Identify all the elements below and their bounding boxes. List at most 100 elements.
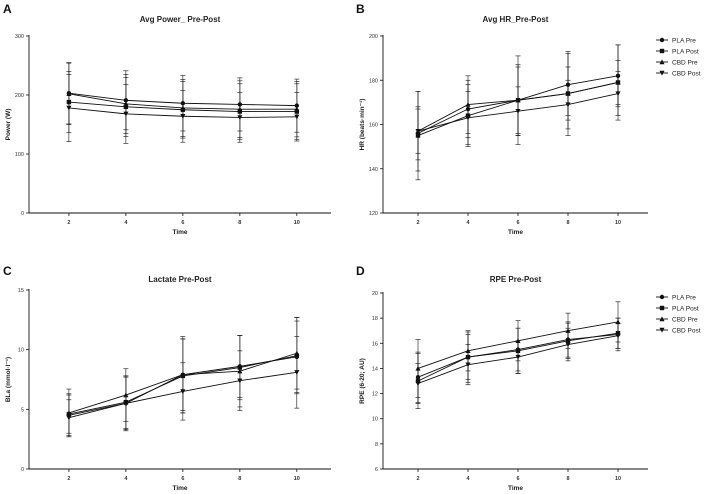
data-point [123,111,129,117]
y-axis-label: HR (beats·min⁻¹) [359,99,366,151]
x-tick-label: 4 [466,220,470,226]
legend-marker [659,48,665,54]
x-tick-label: 2 [67,220,70,226]
y-tick-label: 16 [372,341,378,347]
chart-panel-c: C Lactate Pre-Post 0 5 10 15 2 4 6 8 10 Time BLa (mm… [3,264,331,492]
legend-label: PLA Post [672,48,699,55]
legend-marker [659,37,665,43]
legend-label: CBD Pre [672,59,698,66]
legend-marker [659,294,665,300]
x-tick-label: 8 [238,476,241,482]
data-point [415,128,421,134]
x-axis-label: Time [508,229,523,236]
y-tick-label: 14 [372,366,378,372]
panel-letter: D [356,264,365,278]
chart-title: Lactate Pre-Post [148,275,211,284]
y-tick-label: 160 [369,123,378,129]
data-point [565,342,571,348]
y-tick-label: 6 [375,467,378,473]
legend-marker [659,59,665,65]
x-tick-label: 6 [181,220,184,226]
data-point [66,415,72,421]
x-axis-label: Time [172,229,187,236]
x-tick-label: 2 [67,476,70,482]
data-point [294,370,300,375]
panel-letter: A [3,2,12,16]
legend-label: CBD Pre [672,316,698,323]
data-point [465,362,471,368]
x-tick-label: 6 [516,220,519,226]
x-tick-label: 8 [238,220,241,226]
data-point [180,389,186,395]
legend-marker [659,327,665,333]
y-tick-label: 10 [372,417,378,423]
chart-title: Avg HR_Pre-Post [483,15,549,24]
x-axis-label: Time [172,485,187,492]
legend-marker [659,70,665,76]
chart-panel-a: A Avg Power_ Pre-Post 0 100 200 300 2 4 6 8 10 Time… [3,2,331,236]
data-point [123,401,129,407]
series-cbd-post [415,71,621,154]
y-tick-label: 18 [372,316,378,322]
y-tick-label: 180 [369,78,378,84]
y-tick-label: 300 [15,34,24,40]
data-point [615,333,621,339]
chart-title: RPE Pre-Post [490,275,542,284]
y-tick-label: 12 [372,392,378,398]
data-point [180,114,186,119]
x-tick-label: 6 [181,476,184,482]
data-point [515,109,521,114]
y-tick-label: 20 [372,291,378,297]
x-tick-label: 10 [294,220,300,226]
x-axis-label: Time [508,485,523,492]
chart-panel-d: D RPE Pre-Post 6 8 10 12 14 16 18 20 2 4 6 8 10 Time RPE… [356,264,701,492]
legend: PLA Pre PLA Post CBD Pre CBD Post [656,294,701,334]
y-tick-label: 100 [15,152,24,158]
x-tick-label: 8 [566,476,569,482]
x-tick-label: 2 [416,220,419,226]
chart-panel-b: B Avg HR_Pre-Post 120 140 160 180 200 2 4 6 8 10 Tim… [356,2,701,236]
series-cbd-post [415,322,621,404]
y-tick-label: 8 [375,442,378,448]
y-tick-label: 5 [21,407,24,413]
y-tick-label: 200 [369,34,378,40]
data-point [415,381,421,387]
legend-marker [659,305,665,311]
legend-label: PLA Pre [672,294,696,301]
x-tick-label: 10 [615,220,621,226]
y-tick-label: 15 [18,288,24,294]
x-tick-label: 6 [516,476,519,482]
data-point [615,91,621,97]
legend-label: PLA Pre [672,37,696,44]
data-point [237,115,243,121]
y-tick-label: 10 [18,348,24,354]
y-axis-label: BLa (mmol·l⁻¹) [5,357,12,402]
y-tick-label: 120 [369,211,378,217]
legend-label: PLA Post [672,305,699,312]
y-tick-label: 0 [21,467,24,473]
x-tick-label: 10 [294,476,300,482]
y-axis-label: RPE (6-20; AU) [359,358,366,404]
series-cbd-post [66,74,300,144]
x-tick-label: 4 [124,476,128,482]
series-cbd-post [66,336,300,436]
data-point [515,354,521,360]
chart-title: Avg Power_ Pre-Post [140,15,221,24]
legend-label: CBD Post [672,327,701,334]
y-axis-label: Power (W) [5,109,12,141]
y-tick-label: 140 [369,167,378,173]
data-point [237,378,243,384]
data-point [565,102,571,108]
y-tick-label: 0 [21,211,24,217]
x-tick-label: 10 [615,476,621,482]
legend-label: CBD Post [672,70,701,77]
data-point [66,105,72,111]
x-tick-label: 4 [124,220,128,226]
y-tick-label: 200 [15,93,24,99]
x-tick-label: 8 [566,220,569,226]
x-tick-label: 2 [416,476,419,482]
panel-letter: B [356,2,365,16]
data-point [294,114,300,120]
x-tick-label: 4 [466,476,470,482]
